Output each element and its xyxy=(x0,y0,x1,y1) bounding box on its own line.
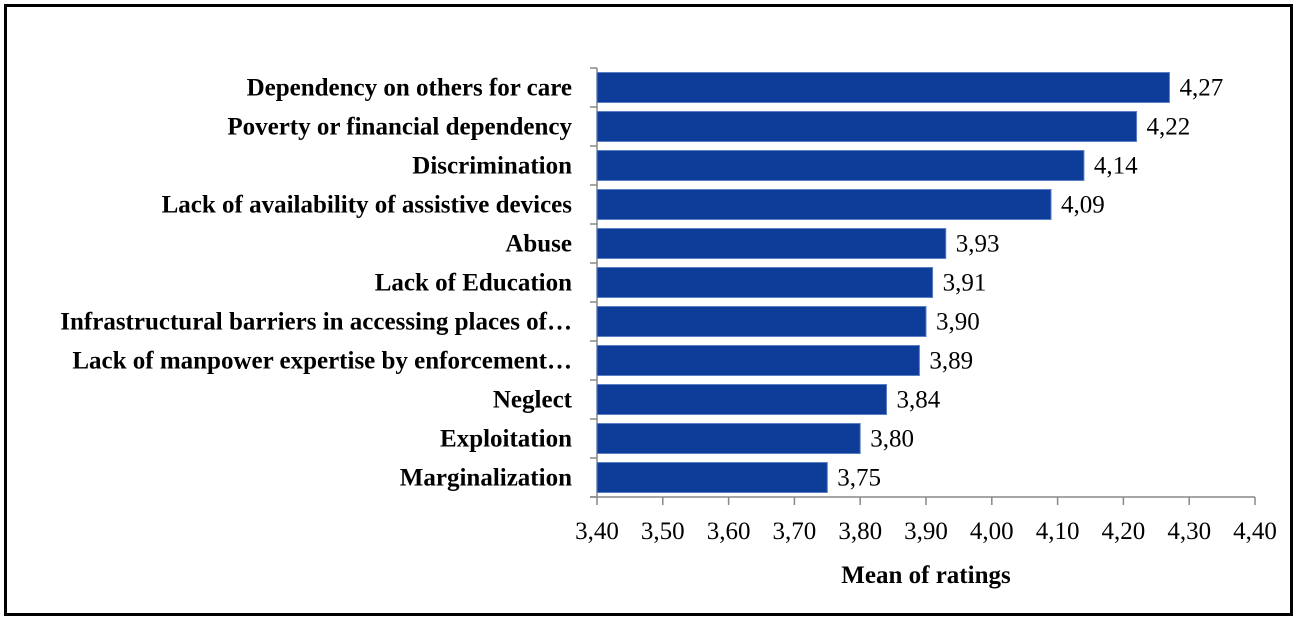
category-label: Lack of availability of assistive device… xyxy=(162,192,573,219)
x-tick-label: 3,50 xyxy=(641,518,685,545)
x-tick-label: 3,80 xyxy=(838,518,882,545)
category-label: Exploitation xyxy=(440,426,572,453)
data-label: 3,91 xyxy=(943,270,987,297)
x-tick-label: 3,70 xyxy=(773,518,817,545)
x-tick-label: 3,90 xyxy=(904,518,948,545)
data-label: 3,84 xyxy=(897,387,941,414)
x-axis-title: Mean of ratings xyxy=(841,562,1011,589)
bar xyxy=(596,189,1052,220)
data-label: 3,93 xyxy=(956,231,1000,258)
data-label: 4,14 xyxy=(1094,153,1138,180)
data-label: 3,75 xyxy=(837,465,881,492)
bar xyxy=(596,345,920,376)
category-label: Marginalization xyxy=(400,465,572,492)
x-tick-label: 3,60 xyxy=(707,518,751,545)
data-label: 4,22 xyxy=(1147,114,1191,141)
category-label: Poverty or financial dependency xyxy=(227,114,572,141)
x-tick-label: 4,10 xyxy=(1036,518,1080,545)
data-label: 3,90 xyxy=(936,309,980,336)
category-label: Abuse xyxy=(505,231,572,258)
chart-frame xyxy=(4,4,1293,616)
x-tick-label: 4,30 xyxy=(1167,518,1211,545)
x-tick-label: 4,40 xyxy=(1233,518,1277,545)
bar xyxy=(596,228,947,259)
category-label: Dependency on others for care xyxy=(247,75,572,102)
data-label: 3,89 xyxy=(929,348,973,375)
data-label: 3,80 xyxy=(870,426,914,453)
bar xyxy=(596,384,888,415)
x-tick-label: 3,40 xyxy=(575,518,619,545)
x-tick-label: 4,20 xyxy=(1102,518,1146,545)
data-label: 4,09 xyxy=(1061,192,1105,219)
data-label: 4,27 xyxy=(1179,75,1223,102)
category-label: Lack of manpower expertise by enforcemen… xyxy=(72,348,572,375)
bar xyxy=(596,306,927,337)
bar xyxy=(596,72,1170,103)
bar xyxy=(596,267,934,298)
category-label: Discrimination xyxy=(412,153,572,180)
x-tick-label: 4,00 xyxy=(970,518,1014,545)
category-label: Neglect xyxy=(493,387,573,414)
category-label: Infrastructural barriers in accessing pl… xyxy=(60,309,572,336)
bar xyxy=(596,423,861,454)
category-label: Lack of Education xyxy=(375,270,572,297)
bar xyxy=(596,462,828,493)
bar xyxy=(596,111,1138,142)
bar xyxy=(596,150,1085,181)
